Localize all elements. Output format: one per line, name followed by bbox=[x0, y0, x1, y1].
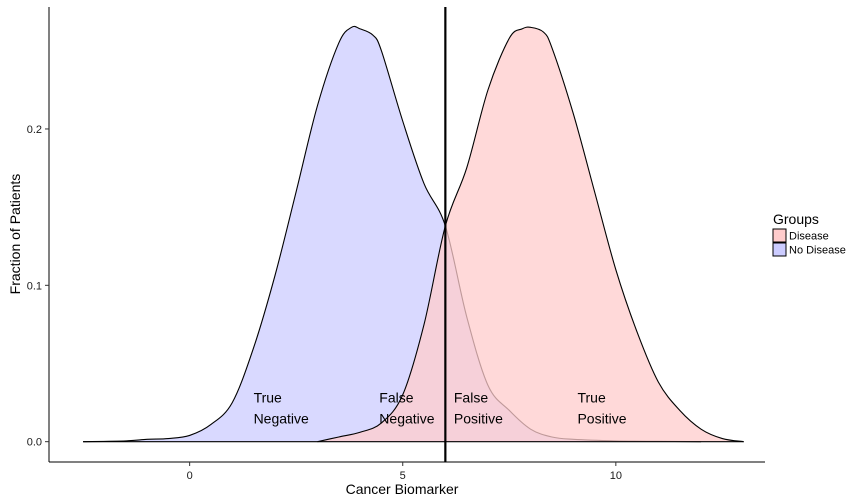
x-axis-ticks: 0 5 10 bbox=[187, 462, 622, 482]
legend-swatch-no-disease bbox=[772, 242, 787, 257]
annotation-true-negative-line1: True bbox=[254, 390, 282, 406]
x-axis-title: Cancer Biomarker bbox=[346, 481, 459, 497]
x-tick-label: 0 bbox=[187, 470, 193, 482]
annotation-true-negative-line2: Negative bbox=[254, 411, 309, 427]
density-series-layer bbox=[83, 25, 744, 443]
annotation-layer: True Negative False Negative False Positive Tr… bbox=[254, 390, 627, 427]
y-tick-label: 0.2 bbox=[27, 124, 42, 136]
annotation-false-negative-line1: False bbox=[379, 390, 413, 406]
legend-swatch-disease bbox=[772, 228, 787, 243]
y-axis-ticks: 0.0 0.1 0.2 bbox=[27, 124, 49, 449]
annotation-false-negative-line2: Negative bbox=[379, 411, 434, 427]
density-area-disease bbox=[317, 27, 744, 442]
legend-label-no-disease: No Disease bbox=[789, 245, 846, 257]
legend-title: Groups bbox=[773, 211, 819, 227]
annotation-true-positive-line2: Positive bbox=[577, 411, 626, 427]
x-tick-label: 10 bbox=[610, 470, 622, 482]
annotation-false-positive-line1: False bbox=[454, 390, 488, 406]
density-line-disease bbox=[317, 26, 744, 443]
legend-entries: Disease No Disease bbox=[772, 228, 846, 257]
y-tick-label: 0.1 bbox=[27, 280, 42, 292]
legend-label-disease: Disease bbox=[789, 231, 829, 243]
x-tick-label: 5 bbox=[400, 470, 406, 482]
legend: Groups Disease No Disease bbox=[772, 211, 846, 257]
y-axis-title: Fraction of Patients bbox=[7, 174, 23, 295]
annotation-false-positive-line2: Positive bbox=[454, 411, 503, 427]
y-tick-label: 0.0 bbox=[27, 437, 42, 449]
annotation-true-positive-line1: True bbox=[577, 390, 605, 406]
density-area-no-disease bbox=[83, 26, 702, 442]
